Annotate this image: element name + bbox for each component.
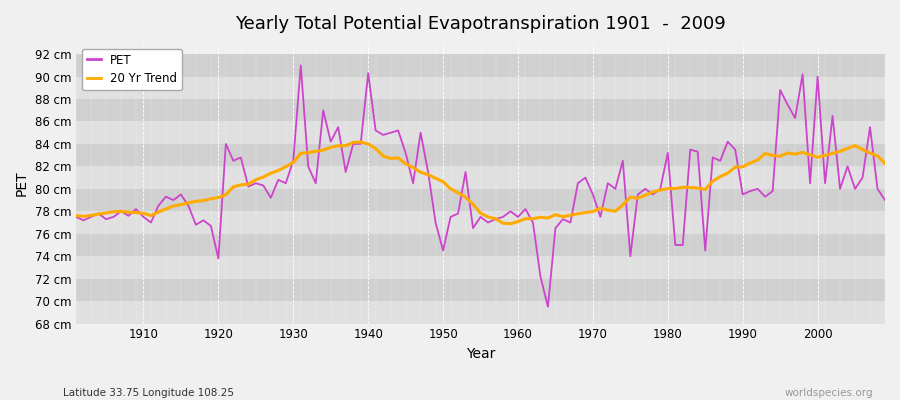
20 Yr Trend bbox=[295, 151, 306, 156]
PET bbox=[543, 304, 553, 309]
20 Yr Trend bbox=[520, 216, 531, 221]
Legend: PET, 20 Yr Trend: PET, 20 Yr Trend bbox=[82, 49, 182, 90]
Bar bbox=[76, 122, 885, 144]
Text: worldspecies.org: worldspecies.org bbox=[785, 388, 873, 398]
PET bbox=[520, 207, 531, 212]
20 Yr Trend bbox=[70, 213, 81, 218]
Bar bbox=[76, 54, 885, 76]
Bar bbox=[76, 76, 885, 99]
PET bbox=[617, 158, 628, 163]
20 Yr Trend bbox=[879, 161, 890, 166]
PET bbox=[347, 142, 358, 146]
Bar bbox=[76, 279, 885, 301]
Line: 20 Yr Trend: 20 Yr Trend bbox=[76, 142, 885, 224]
Bar bbox=[76, 301, 885, 324]
Bar bbox=[76, 256, 885, 279]
PET bbox=[130, 207, 141, 212]
Bar bbox=[76, 234, 885, 256]
Text: Latitude 33.75 Longitude 108.25: Latitude 33.75 Longitude 108.25 bbox=[63, 388, 234, 398]
20 Yr Trend bbox=[130, 210, 141, 215]
20 Yr Trend bbox=[340, 143, 351, 148]
PET bbox=[302, 164, 313, 169]
PET bbox=[879, 198, 890, 202]
PET bbox=[70, 214, 81, 219]
X-axis label: Year: Year bbox=[466, 347, 495, 361]
Bar bbox=[76, 211, 885, 234]
Line: PET: PET bbox=[76, 65, 885, 307]
20 Yr Trend bbox=[527, 216, 538, 221]
20 Yr Trend bbox=[505, 221, 516, 226]
Bar bbox=[76, 144, 885, 166]
Y-axis label: PET: PET bbox=[15, 170, 29, 196]
20 Yr Trend bbox=[617, 202, 628, 207]
Bar bbox=[76, 166, 885, 189]
PET bbox=[295, 63, 306, 68]
Bar bbox=[76, 99, 885, 122]
Bar bbox=[76, 189, 885, 211]
Title: Yearly Total Potential Evapotranspiration 1901  -  2009: Yearly Total Potential Evapotranspiratio… bbox=[235, 15, 726, 33]
PET bbox=[513, 214, 524, 219]
20 Yr Trend bbox=[356, 140, 366, 144]
